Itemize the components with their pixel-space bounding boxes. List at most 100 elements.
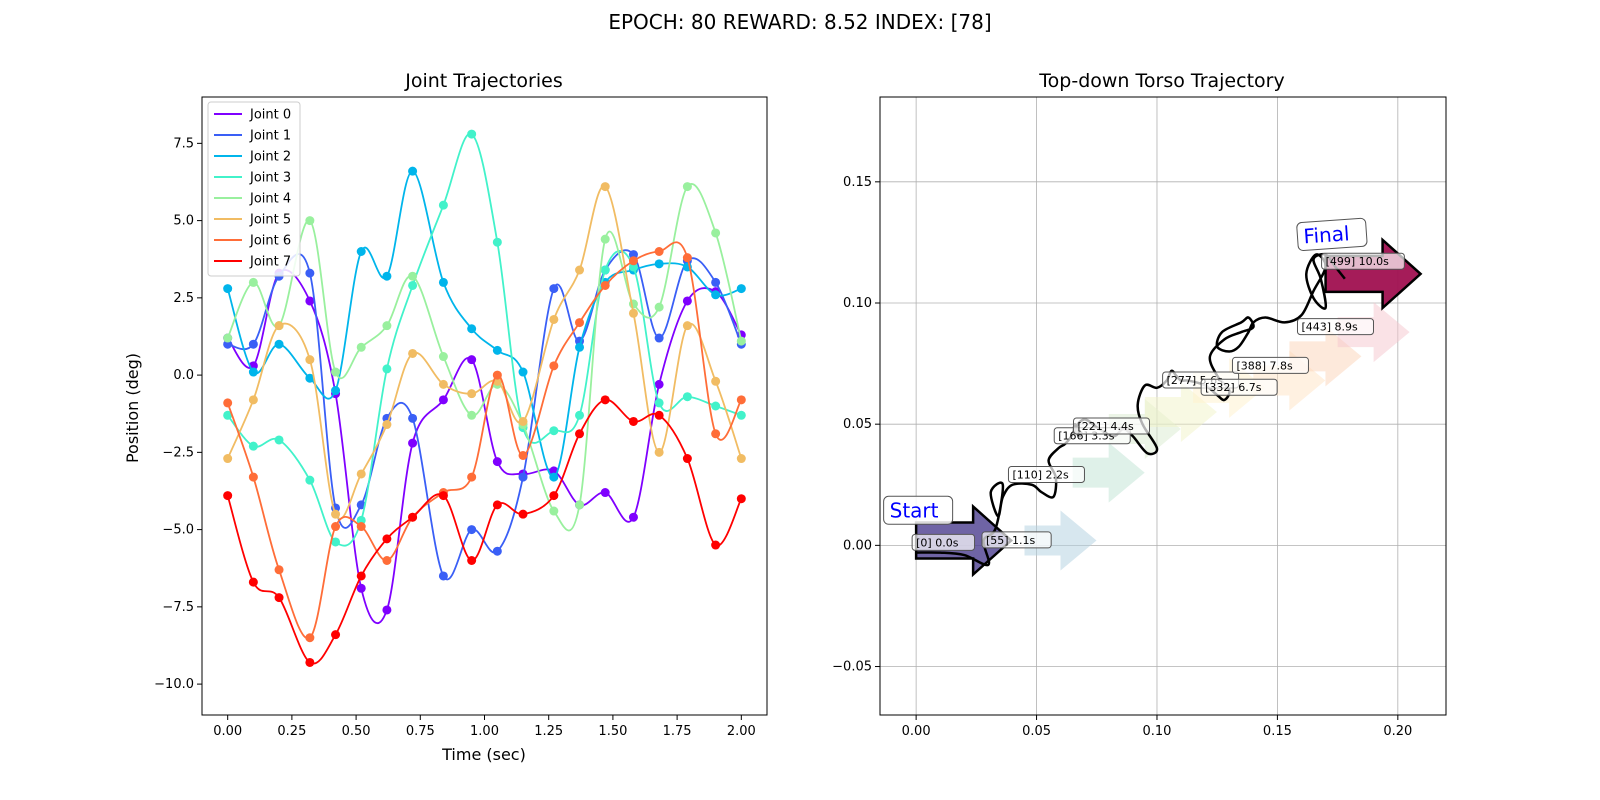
data-point bbox=[382, 534, 392, 544]
x-tick-label: 1.50 bbox=[598, 724, 627, 739]
data-point bbox=[518, 416, 528, 426]
data-point bbox=[223, 410, 233, 420]
data-point bbox=[408, 280, 418, 290]
x-tick-label: 1.75 bbox=[663, 724, 692, 739]
data-point bbox=[711, 401, 721, 411]
data-point bbox=[518, 509, 528, 519]
annotation-box bbox=[1296, 318, 1374, 336]
final-label-box bbox=[1296, 217, 1368, 251]
data-point bbox=[682, 182, 692, 192]
data-point bbox=[654, 333, 664, 343]
data-point bbox=[549, 426, 559, 436]
data-point bbox=[248, 472, 258, 482]
data-point bbox=[331, 386, 341, 396]
annotation-box bbox=[981, 531, 1052, 549]
data-point bbox=[600, 265, 610, 275]
x-tick-label: 0.00 bbox=[902, 724, 931, 739]
data-point bbox=[575, 410, 585, 420]
data-point bbox=[628, 256, 638, 266]
y-tick-label: 0.0 bbox=[173, 368, 194, 383]
data-point bbox=[628, 512, 638, 522]
data-point bbox=[518, 472, 528, 482]
data-point bbox=[382, 364, 392, 374]
right-chart-title: Top-down Torso Trajectory bbox=[1038, 70, 1284, 92]
data-point bbox=[600, 280, 610, 290]
start-label-box bbox=[883, 495, 954, 525]
data-point bbox=[438, 277, 448, 287]
data-point bbox=[408, 166, 418, 176]
data-point bbox=[600, 395, 610, 405]
left-chart-ticks: 0.00 0.25 0.50 0.75 1.00 1.25 1.50 1.75 2.00 −10.… bbox=[154, 136, 756, 739]
data-point bbox=[223, 339, 233, 349]
data-point bbox=[682, 392, 692, 402]
final-label-text: Final bbox=[1303, 221, 1351, 248]
data-point bbox=[382, 420, 392, 430]
right-chart-ticks: 0.00 0.05 0.10 0.15 0.20 −0.05 0.00 0.05 0.10 0.1… bbox=[832, 175, 1412, 739]
legend-label: Joint 7 bbox=[249, 255, 291, 270]
data-point bbox=[331, 630, 341, 640]
data-point bbox=[274, 339, 284, 349]
data-point bbox=[274, 321, 284, 331]
data-point bbox=[467, 389, 477, 399]
data-point bbox=[467, 324, 477, 334]
data-point bbox=[518, 450, 528, 460]
torso-path bbox=[916, 252, 1346, 567]
series-joint-2 bbox=[223, 166, 746, 482]
data-point bbox=[628, 308, 638, 318]
data-point bbox=[711, 429, 721, 439]
data-point bbox=[628, 250, 638, 260]
start-label: Start bbox=[883, 495, 954, 525]
data-point bbox=[356, 515, 366, 525]
right-chart-plot-area: [0] 0.0s [55] 1.1s[110] 2.2s[166] 3.3s[22… bbox=[883, 217, 1423, 578]
data-point bbox=[305, 296, 315, 306]
final-label: Final bbox=[1296, 217, 1368, 251]
data-point bbox=[467, 355, 477, 365]
left-chart-title: Joint Trajectories bbox=[404, 70, 562, 92]
data-point bbox=[492, 370, 502, 380]
annotation-label: [55] 1.1s bbox=[986, 534, 1036, 547]
annotation-label: [388] 7.8s bbox=[1236, 359, 1293, 372]
data-point bbox=[438, 200, 448, 210]
data-point bbox=[654, 447, 664, 457]
data-point bbox=[467, 525, 477, 535]
data-point bbox=[438, 379, 448, 389]
time-annotation: [443] 8.9s bbox=[1296, 318, 1374, 336]
data-point bbox=[492, 237, 502, 247]
data-point bbox=[382, 556, 392, 565]
left-chart-xlabel: Time (sec) bbox=[441, 745, 526, 764]
data-point bbox=[467, 472, 477, 482]
data-point bbox=[331, 537, 341, 547]
data-point bbox=[736, 336, 746, 346]
data-point bbox=[654, 398, 664, 408]
data-point bbox=[408, 348, 418, 358]
data-point bbox=[467, 129, 477, 139]
y-tick-label: 0.05 bbox=[843, 417, 872, 432]
data-point bbox=[248, 577, 258, 587]
time-annotation: [110] 2.2s bbox=[1007, 465, 1085, 483]
data-point bbox=[356, 342, 366, 352]
x-tick-label: 0.25 bbox=[277, 724, 306, 739]
legend-box bbox=[207, 101, 301, 277]
x-tick-label: 0.00 bbox=[213, 724, 242, 739]
y-tick-label: 0.00 bbox=[843, 538, 872, 553]
data-point bbox=[711, 290, 721, 300]
x-tick-label: 0.50 bbox=[342, 724, 371, 739]
time-annotation: [499] 10.0s bbox=[1321, 252, 1405, 270]
annotation-label: [110] 2.2s bbox=[1012, 468, 1069, 481]
data-point bbox=[549, 284, 559, 294]
data-point bbox=[549, 506, 559, 516]
data-point bbox=[223, 284, 233, 294]
data-point bbox=[356, 571, 366, 581]
data-point bbox=[549, 491, 559, 501]
data-point bbox=[305, 475, 315, 485]
data-point bbox=[654, 247, 664, 256]
y-tick-label: 0.10 bbox=[843, 296, 872, 311]
x-tick-label: 0.10 bbox=[1143, 724, 1172, 739]
legend-label: Joint 0 bbox=[249, 108, 291, 123]
data-point bbox=[356, 522, 366, 532]
data-point bbox=[682, 253, 692, 263]
data-point bbox=[736, 395, 746, 405]
y-tick-label: −2.5 bbox=[162, 445, 194, 460]
time-annotation: [221] 4.4s bbox=[1072, 417, 1150, 435]
